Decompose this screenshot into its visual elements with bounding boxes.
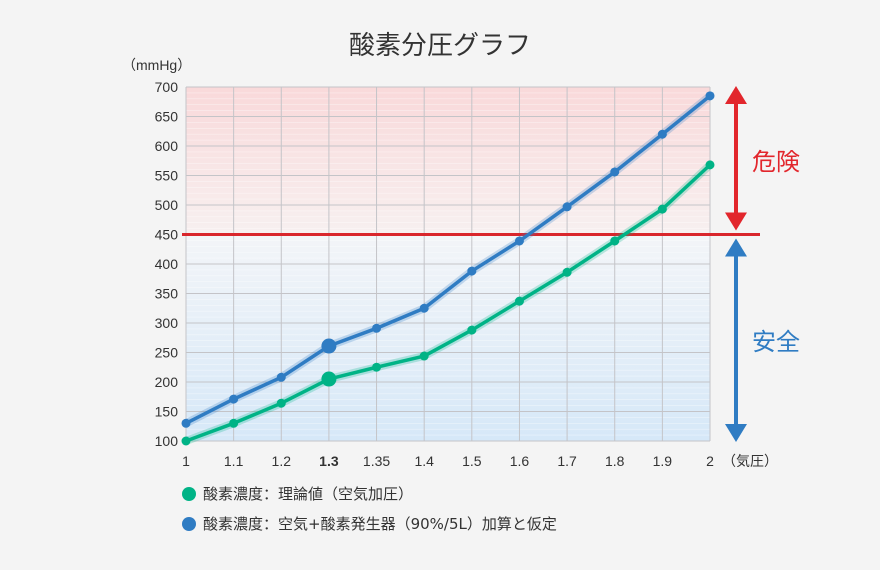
x-tick-label: 1.5 (462, 453, 482, 469)
series-1-point (610, 167, 620, 177)
x-tick-label: 1.1 (224, 453, 244, 469)
danger-arrow-down-arrowhead-icon (725, 212, 747, 231)
series-0-line (185, 163, 712, 443)
series-1-point (321, 338, 337, 354)
y-tick-label: 400 (155, 256, 179, 272)
y-tick-label: 200 (155, 374, 179, 390)
series-0-point (372, 362, 382, 372)
series-1-point (419, 303, 429, 313)
zone-label-safe: 安全 (752, 328, 800, 356)
x-axis-label: （気圧） (722, 453, 778, 469)
legend-marker-1 (182, 517, 196, 531)
x-tick-label: 1.35 (363, 453, 390, 469)
series-0-point (276, 398, 286, 408)
y-tick-label: 450 (155, 227, 179, 243)
danger-arrow-up-arrowhead-icon (725, 86, 747, 104)
series-0-point (321, 371, 337, 387)
y-tick-label: 500 (155, 197, 179, 213)
series-0-point (181, 436, 191, 446)
series-0-point (419, 351, 429, 361)
series-0-point (705, 160, 715, 170)
series-1-point (562, 202, 572, 212)
series-0-point (657, 204, 667, 214)
chart-title: 酸素分圧グラフ (349, 31, 531, 61)
legend-marker-0 (182, 487, 196, 501)
y-tick-label: 150 (155, 404, 179, 420)
y-tick-label: 600 (155, 138, 179, 154)
x-tick-label: 1.3 (319, 453, 339, 469)
y-tick-label: 650 (155, 109, 179, 125)
y-tick-label: 700 (155, 79, 179, 95)
series-0-point (514, 296, 524, 306)
series-0-point (467, 325, 477, 335)
series-1-point (181, 418, 191, 428)
y-tick-label: 350 (155, 286, 179, 302)
y-tick-label: 550 (155, 168, 179, 184)
y-tick-label: 300 (155, 315, 179, 331)
series-1-point (705, 91, 715, 101)
x-tick-label: 1.7 (557, 453, 577, 469)
series-1-point (229, 394, 239, 404)
x-tick-label: 1.6 (510, 453, 530, 469)
series-1-point (467, 266, 477, 276)
x-tick-label: 2 (706, 453, 714, 469)
y-tick-label: 250 (155, 345, 179, 361)
y-tick-label: 100 (155, 433, 179, 449)
x-tick-label: 1.8 (605, 453, 625, 469)
series-0-point (610, 236, 620, 246)
zone-label-danger: 危険 (752, 148, 800, 176)
x-tick-label: 1.2 (272, 453, 292, 469)
series-0-point (562, 267, 572, 277)
series-1-point (372, 323, 382, 333)
x-tick-label: 1.9 (653, 453, 673, 469)
series-1-point (657, 129, 667, 139)
y-axis-label: （mmHg） (122, 57, 191, 73)
safe-arrow-up-arrowhead-icon (725, 238, 747, 257)
x-tick-label: 1.4 (414, 453, 434, 469)
series-0-point (229, 418, 239, 428)
series-1-point (514, 236, 524, 246)
safe-arrow-down-arrowhead-icon (725, 424, 747, 442)
legend-label-0: 酸素濃度：理論値（空気加圧） (203, 485, 413, 503)
danger-zone-background (186, 87, 710, 235)
legend-label-1: 酸素濃度：空気+酸素発生器（90%/5L）加算と仮定 (203, 515, 557, 533)
x-tick-label: 1 (182, 453, 190, 469)
series-1-line (185, 94, 712, 425)
series-1-point (276, 372, 286, 382)
